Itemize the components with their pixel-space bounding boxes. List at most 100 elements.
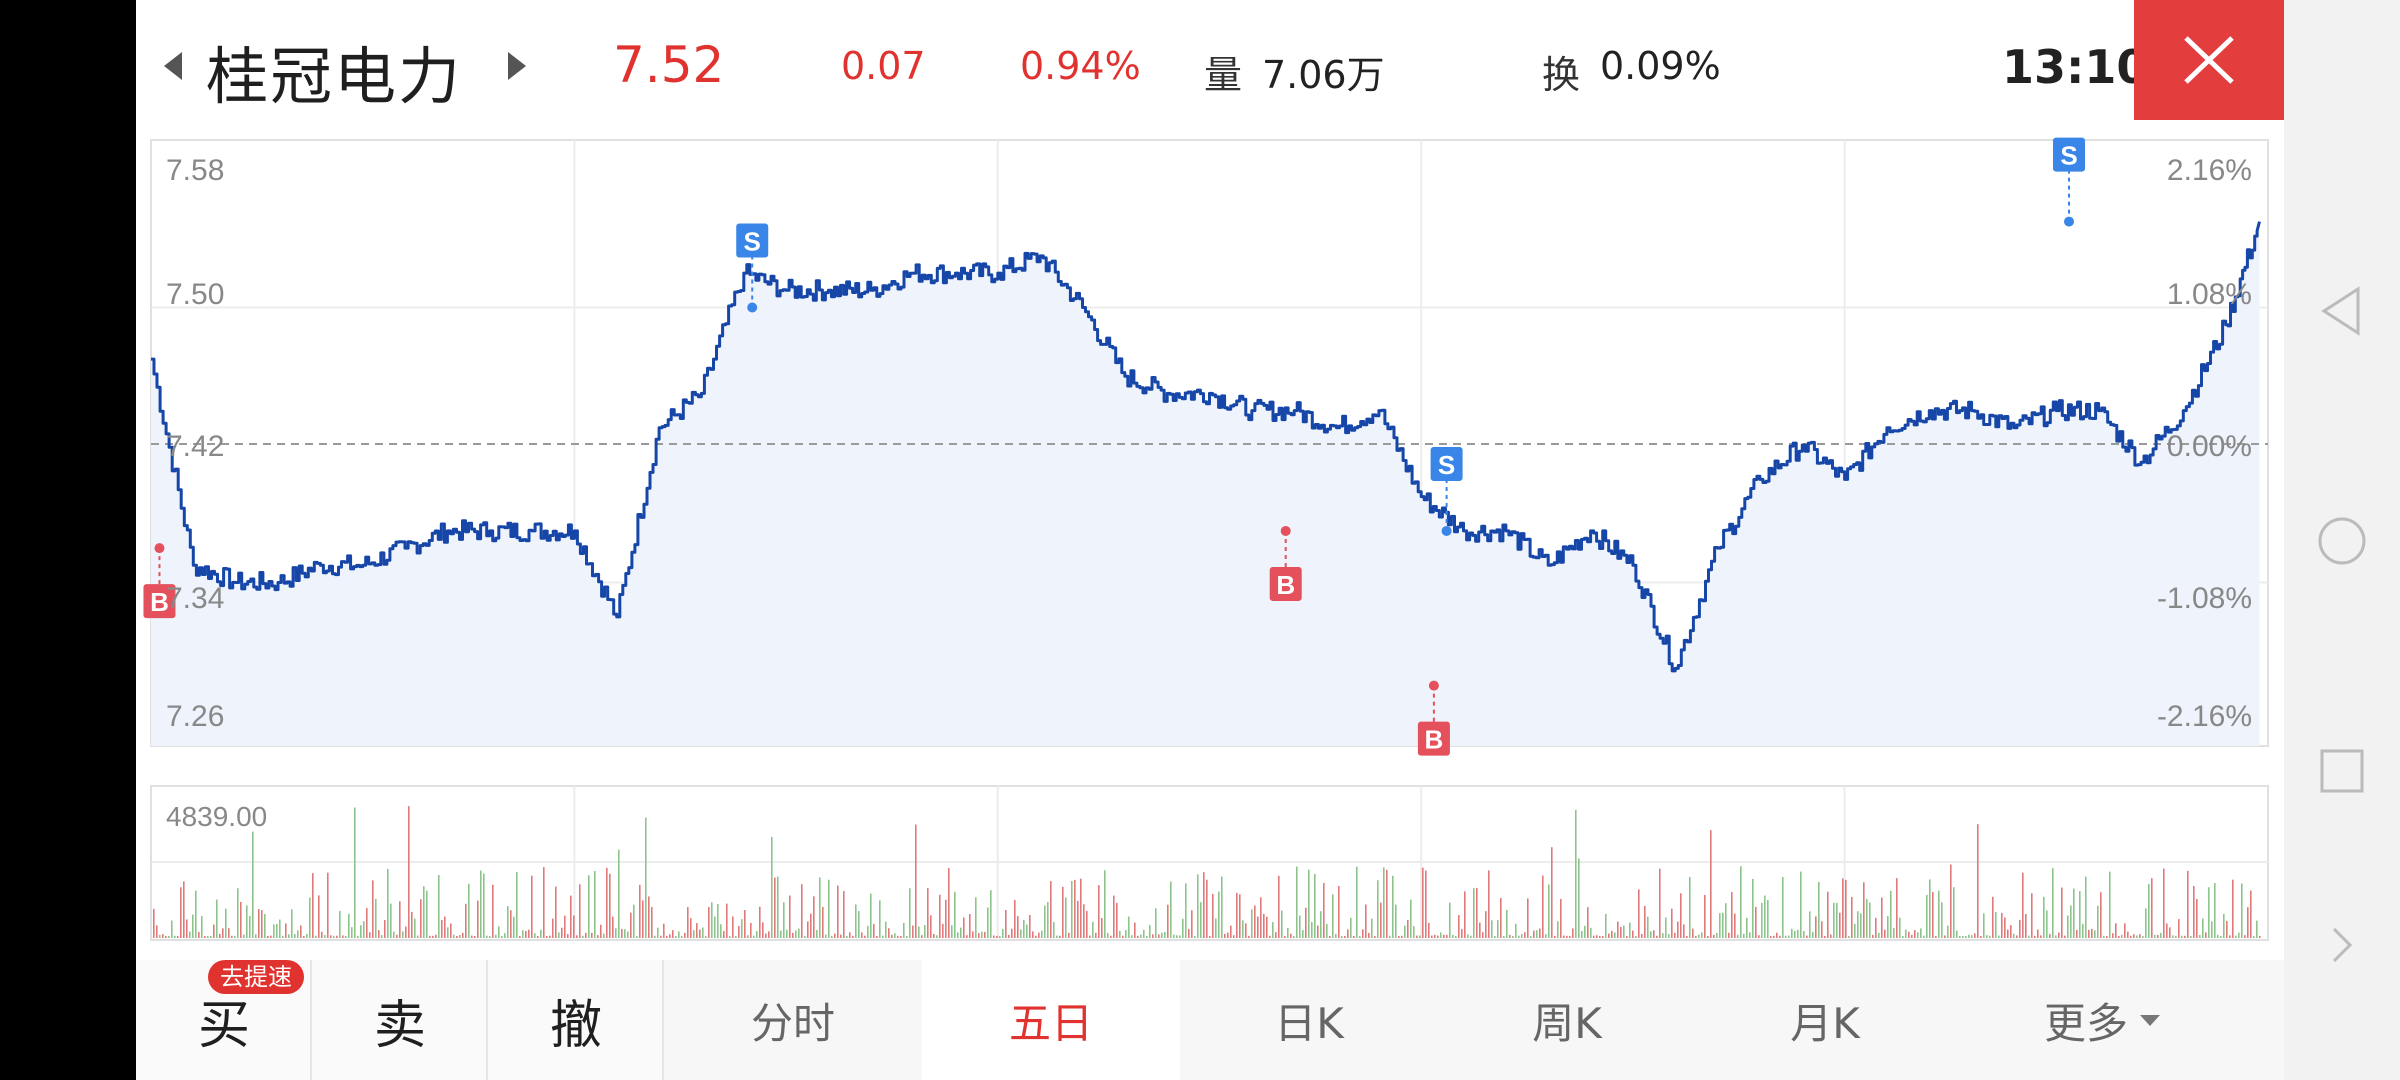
sell-button[interactable]: 卖	[312, 960, 488, 1080]
volume-bar	[1161, 932, 1163, 938]
volume-bar	[1941, 902, 1943, 938]
home-nav-button[interactable]	[2284, 496, 2400, 586]
volume-bar	[492, 884, 494, 938]
volume-bar	[369, 932, 371, 938]
volume-bar	[1107, 933, 1109, 938]
volume-bar	[1704, 894, 1706, 938]
volume-bar	[360, 925, 362, 938]
volume-bar	[2253, 935, 2255, 938]
volume-bar	[255, 934, 257, 938]
volume-bar	[2250, 890, 2252, 938]
volume-bar	[1314, 873, 1316, 938]
volume-bar	[663, 923, 665, 938]
volume-bar	[1995, 912, 1997, 938]
volume-bar	[1569, 935, 1571, 938]
volume-bar	[1536, 930, 1538, 938]
volume-bar	[1887, 916, 1889, 938]
volume-bar	[2082, 923, 2084, 938]
volume-bar	[993, 935, 995, 938]
close-button[interactable]	[2134, 0, 2284, 120]
volume-bar	[1482, 932, 1484, 938]
volume-bar	[489, 936, 491, 938]
volume-bar	[1989, 935, 1991, 938]
volume-bar	[1506, 909, 1508, 938]
volume-bar	[1926, 894, 1928, 938]
volume-bar	[294, 934, 296, 938]
volume-bar	[2034, 935, 2036, 938]
volume-bar	[1023, 919, 1025, 938]
volume-bar	[2007, 929, 2009, 938]
volume-bar	[990, 890, 992, 938]
volume-bar	[1227, 932, 1229, 938]
volume-bar	[2178, 919, 2180, 938]
volume-bar	[417, 935, 419, 938]
volume-bar	[1794, 930, 1796, 938]
volume-bar	[300, 925, 302, 938]
volume-bar	[273, 924, 275, 938]
volume-bar	[1515, 923, 1517, 938]
tab-weekly-k[interactable]: 周K	[1532, 998, 1602, 1048]
tab-more[interactable]: 更多	[1954, 960, 2254, 1080]
volume-bar	[1281, 910, 1283, 938]
volume-bar	[627, 931, 629, 938]
volume-bar	[651, 907, 653, 938]
volume-bar	[690, 918, 692, 938]
volume-bar	[1020, 929, 1022, 938]
volume-bar	[198, 931, 200, 938]
volume-bar	[1557, 921, 1559, 938]
volume-bar	[1164, 931, 1166, 938]
volume-bar	[1986, 935, 1988, 938]
next-stock-arrow-icon[interactable]	[508, 52, 526, 80]
buy-button[interactable]: 买 去提速	[136, 960, 312, 1080]
tab-intraday[interactable]: 分时	[750, 998, 835, 1048]
volume-bar	[1425, 870, 1427, 938]
volume-bar	[933, 933, 935, 938]
volume-bar	[1719, 913, 1721, 938]
prev-stock-arrow-icon[interactable]	[164, 52, 182, 80]
volume-bar	[696, 923, 698, 938]
back-nav-button[interactable]	[2284, 266, 2400, 356]
volume-bar	[1179, 935, 1181, 938]
volume-bar	[2094, 930, 2096, 938]
volume-bar	[1728, 932, 1730, 938]
volume-bar	[1008, 934, 1010, 938]
volume-bar	[1962, 935, 1964, 938]
tab-five-day[interactable]: 五日	[922, 960, 1180, 1080]
volume-bar	[192, 914, 194, 938]
volume-bar	[1488, 870, 1490, 938]
speed-badge[interactable]: 去提速	[208, 960, 304, 994]
volume-bar	[1533, 930, 1535, 938]
volume-bar	[1788, 935, 1790, 938]
volume-bar	[330, 935, 332, 938]
volume-bar	[699, 929, 701, 938]
volume-bar	[534, 933, 536, 938]
volume-bar	[2163, 868, 2165, 938]
nav-expand-button[interactable]	[2284, 900, 2400, 990]
volume-bar	[1032, 931, 1034, 938]
volume-bar	[219, 933, 221, 938]
five-day-chart[interactable]: B S B B S S 7.58 7.50 7.42 7.34 7.26 2.16% 1.…	[136, 0, 2284, 960]
volume-bar	[156, 925, 158, 938]
recents-nav-button[interactable]	[2284, 726, 2400, 816]
pct-label-4: -1.08%	[2157, 582, 2252, 615]
cancel-order-button[interactable]: 撤	[488, 960, 664, 1080]
volume-bar	[228, 928, 230, 938]
volume-bar	[789, 895, 791, 938]
volume-bar	[351, 927, 353, 938]
volume-bar	[1893, 927, 1895, 938]
volume-bar	[768, 931, 770, 938]
volume-bar	[522, 930, 524, 938]
volume-bar	[2139, 934, 2141, 938]
volume-bar	[168, 935, 170, 938]
volume-bar	[1845, 879, 1847, 938]
volume-bar	[1053, 922, 1055, 938]
volume-bar	[831, 935, 833, 938]
volume-bar	[297, 930, 299, 938]
volume-bar	[1371, 918, 1373, 938]
volume-bar	[1890, 890, 1892, 938]
tab-daily-k[interactable]: 日K	[1274, 998, 1344, 1048]
volume-bar	[498, 926, 500, 938]
tab-monthly-k[interactable]: 月K	[1790, 998, 1860, 1048]
volume-bar	[1710, 830, 1712, 938]
volume-bar	[1269, 935, 1271, 938]
